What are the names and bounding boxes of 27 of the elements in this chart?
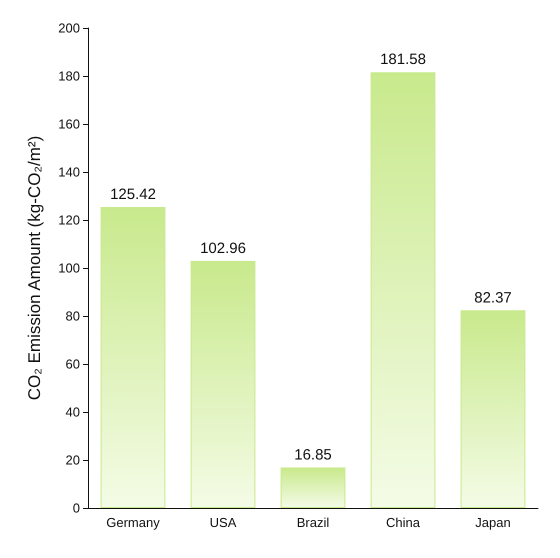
bar xyxy=(460,310,526,508)
x-tick-label: USA xyxy=(210,515,237,530)
y-tick-label: 80 xyxy=(66,308,80,324)
y-tick-label: 60 xyxy=(66,356,80,372)
y-tick-label: 40 xyxy=(66,404,80,420)
y-axis-title: CO₂ Emission Amount (kg-CO₂/m²) xyxy=(25,136,44,400)
x-tick-label: Germany xyxy=(106,515,160,530)
data-label: 16.85 xyxy=(294,446,332,464)
x-tick-label: Japan xyxy=(475,515,511,530)
bar xyxy=(280,468,346,508)
bar xyxy=(370,72,436,508)
y-tick-label: 180 xyxy=(58,68,80,84)
x-tick-label: Brazil xyxy=(296,515,330,530)
y-tick-label: 120 xyxy=(58,212,80,228)
data-label: 82.37 xyxy=(474,289,512,306)
y-tick-label: 140 xyxy=(58,164,80,180)
y-tick-label: 100 xyxy=(58,260,80,276)
y-tick-label: 200 xyxy=(58,20,80,36)
data-label: 125.42 xyxy=(110,186,156,203)
x-tick-label: China xyxy=(386,515,421,530)
y-tick-label: 20 xyxy=(66,452,80,468)
data-label: 181.58 xyxy=(380,51,426,68)
bar xyxy=(190,260,256,508)
data-label: 102.96 xyxy=(200,240,246,257)
bar xyxy=(100,206,166,508)
y-tick-label: 160 xyxy=(58,116,80,132)
y-tick-label: 0 xyxy=(72,500,80,516)
